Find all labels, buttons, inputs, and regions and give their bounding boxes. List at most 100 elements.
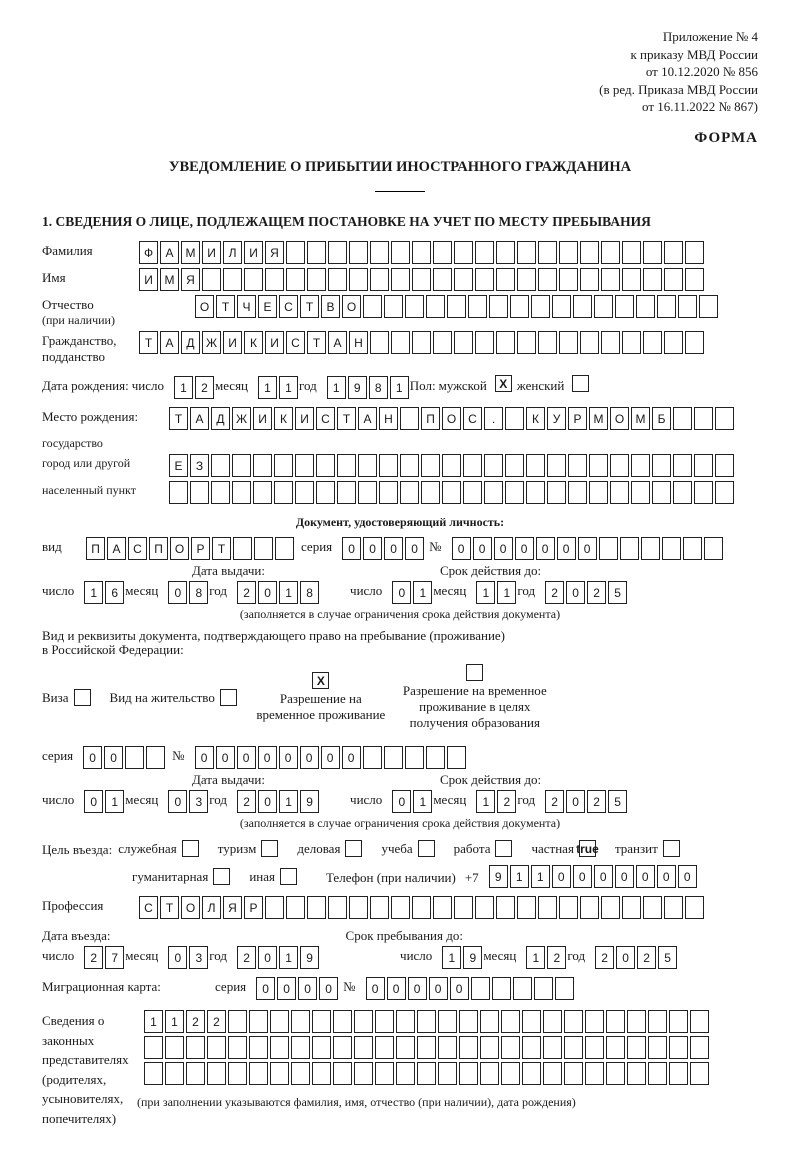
text-box[interactable]: [559, 331, 578, 354]
text-box[interactable]: [426, 746, 445, 769]
text-box[interactable]: [685, 268, 704, 291]
digit-box[interactable]: 2: [595, 946, 614, 969]
text-box[interactable]: [664, 268, 683, 291]
text-box[interactable]: [585, 1010, 604, 1033]
text-box[interactable]: [580, 268, 599, 291]
text-box[interactable]: [648, 1036, 667, 1059]
text-box[interactable]: 0: [636, 865, 655, 888]
text-box[interactable]: [438, 1010, 457, 1033]
digit-box[interactable]: 2: [84, 946, 103, 969]
birthplace-boxes-row3[interactable]: [168, 480, 735, 505]
text-box[interactable]: [489, 295, 508, 318]
male-checkbox[interactable]: X: [495, 375, 512, 392]
text-box[interactable]: 0: [366, 977, 385, 1000]
text-box[interactable]: [274, 481, 293, 504]
text-box[interactable]: 0: [473, 537, 492, 560]
text-box[interactable]: [559, 268, 578, 291]
female-checkbox[interactable]: [572, 375, 589, 392]
text-box[interactable]: И: [265, 331, 284, 354]
text-box[interactable]: 0: [552, 865, 571, 888]
text-box[interactable]: О: [195, 295, 214, 318]
text-box[interactable]: А: [160, 331, 179, 354]
text-box[interactable]: [643, 896, 662, 919]
text-box[interactable]: [270, 1036, 289, 1059]
text-box[interactable]: [580, 241, 599, 264]
digit-box[interactable]: 0: [566, 581, 585, 604]
text-box[interactable]: [307, 241, 326, 264]
text-box[interactable]: [400, 481, 419, 504]
digit-box[interactable]: 0: [566, 790, 585, 813]
text-box[interactable]: [622, 331, 641, 354]
text-box[interactable]: [384, 295, 403, 318]
text-box[interactable]: Л: [223, 241, 242, 264]
digit-box[interactable]: 9: [463, 946, 482, 969]
text-box[interactable]: [211, 454, 230, 477]
text-box[interactable]: [328, 241, 347, 264]
text-box[interactable]: И: [202, 241, 221, 264]
digit-box[interactable]: 2: [195, 376, 214, 399]
text-box[interactable]: [496, 241, 515, 264]
text-box[interactable]: [463, 481, 482, 504]
text-box[interactable]: Е: [169, 454, 188, 477]
text-box[interactable]: 0: [557, 537, 576, 560]
text-box[interactable]: [631, 481, 650, 504]
text-box[interactable]: [559, 241, 578, 264]
digit-box[interactable]: 2: [545, 790, 564, 813]
text-box[interactable]: [228, 1062, 247, 1085]
text-box[interactable]: [295, 481, 314, 504]
digit-box[interactable]: 2: [237, 790, 256, 813]
text-box[interactable]: [538, 241, 557, 264]
text-box[interactable]: [417, 1036, 436, 1059]
text-box[interactable]: 0: [536, 537, 555, 560]
digit-box[interactable]: 1: [174, 376, 193, 399]
text-box[interactable]: [531, 295, 550, 318]
text-box[interactable]: [400, 407, 419, 430]
text-box[interactable]: [412, 896, 431, 919]
text-box[interactable]: С: [139, 896, 158, 919]
digit-box[interactable]: 8: [369, 376, 388, 399]
text-box[interactable]: 0: [494, 537, 513, 560]
text-box[interactable]: [690, 1010, 709, 1033]
text-box[interactable]: 0: [300, 746, 319, 769]
fill-in-underline[interactable]: [375, 191, 425, 192]
text-box[interactable]: 0: [678, 865, 697, 888]
text-box[interactable]: [433, 268, 452, 291]
text-box[interactable]: 0: [277, 977, 296, 1000]
digit-box[interactable]: 3: [189, 946, 208, 969]
text-box[interactable]: Т: [212, 537, 231, 560]
digit-box[interactable]: 3: [189, 790, 208, 813]
text-box[interactable]: [673, 481, 692, 504]
text-box[interactable]: [534, 977, 553, 1000]
text-box[interactable]: [370, 268, 389, 291]
text-box[interactable]: [391, 241, 410, 264]
digit-box[interactable]: 0: [168, 581, 187, 604]
text-box[interactable]: [657, 295, 676, 318]
digit-box[interactable]: 0: [168, 790, 187, 813]
digit-box[interactable]: 8: [300, 581, 319, 604]
text-box[interactable]: [585, 1062, 604, 1085]
text-box[interactable]: Ж: [202, 331, 221, 354]
text-box[interactable]: [375, 1062, 394, 1085]
text-box[interactable]: [673, 407, 692, 430]
text-box[interactable]: [391, 268, 410, 291]
text-box[interactable]: 0: [387, 977, 406, 1000]
digit-box[interactable]: 0: [258, 790, 277, 813]
text-box[interactable]: [333, 1062, 352, 1085]
text-box[interactable]: [471, 977, 490, 1000]
text-box[interactable]: [601, 331, 620, 354]
text-box[interactable]: [538, 896, 557, 919]
digit-box[interactable]: 0: [384, 537, 403, 560]
text-box[interactable]: [715, 481, 734, 504]
text-box[interactable]: [505, 481, 524, 504]
text-box[interactable]: [606, 1036, 625, 1059]
digit-box[interactable]: 7: [105, 946, 124, 969]
text-box[interactable]: [648, 1062, 667, 1085]
text-box[interactable]: [232, 454, 251, 477]
text-box[interactable]: [599, 537, 618, 560]
